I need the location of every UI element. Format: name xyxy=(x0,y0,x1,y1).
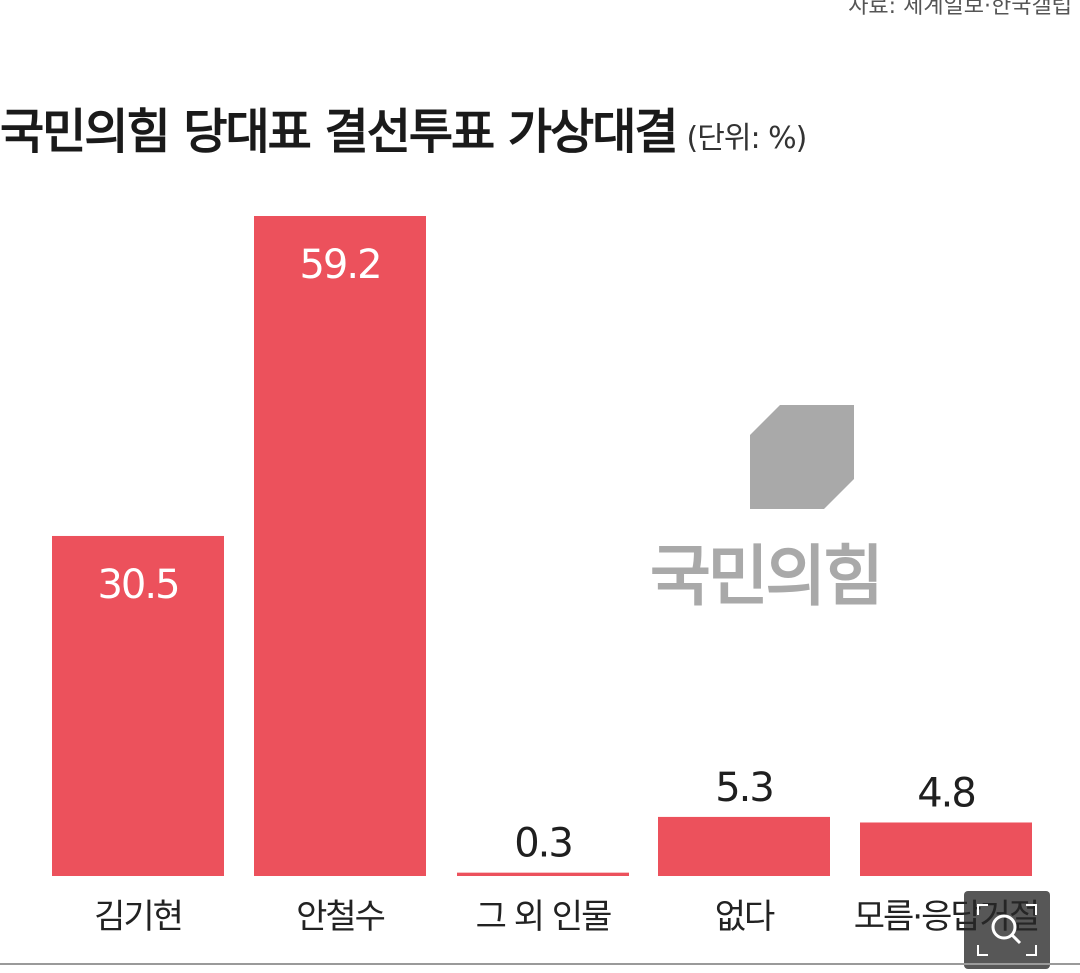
category-label-0: 김기현 xyxy=(94,897,182,937)
bar-value-label-1: 59.2 xyxy=(299,242,380,288)
party-logo-text: 국민의힘 xyxy=(650,538,884,615)
zoom-button[interactable] xyxy=(964,891,1050,969)
unit-label: (단위: %) xyxy=(686,121,808,156)
bar-0 xyxy=(52,535,224,876)
bar-1 xyxy=(254,216,426,876)
bar-value-label-3: 5.3 xyxy=(715,765,773,811)
category-label-3: 없다 xyxy=(715,897,775,937)
bar-4 xyxy=(860,822,1032,876)
bar-value-label-0: 30.5 xyxy=(97,562,178,608)
bar-value-label-4: 4.8 xyxy=(917,770,975,816)
bar-3 xyxy=(658,816,830,876)
bar-value-label-2: 0.3 xyxy=(514,821,572,867)
source-credit: 자료: 세계일보·한국갤럽 xyxy=(848,0,1072,19)
bar-2 xyxy=(457,872,629,876)
party-logo-mark-icon xyxy=(750,405,854,509)
category-label-1: 안철수 xyxy=(296,897,385,937)
bottom-rule xyxy=(0,963,1080,965)
chart-title-row: 국민의힘 당대표 결선투표 가상대결 (단위: %) xyxy=(0,92,808,162)
party-logo: 국민의힘 xyxy=(650,405,960,615)
category-label-2: 그 외 인물 xyxy=(476,897,611,937)
chart-title: 국민의힘 당대표 결선투표 가상대결 xyxy=(0,104,679,160)
zoom-magnifier-icon xyxy=(977,904,1037,956)
